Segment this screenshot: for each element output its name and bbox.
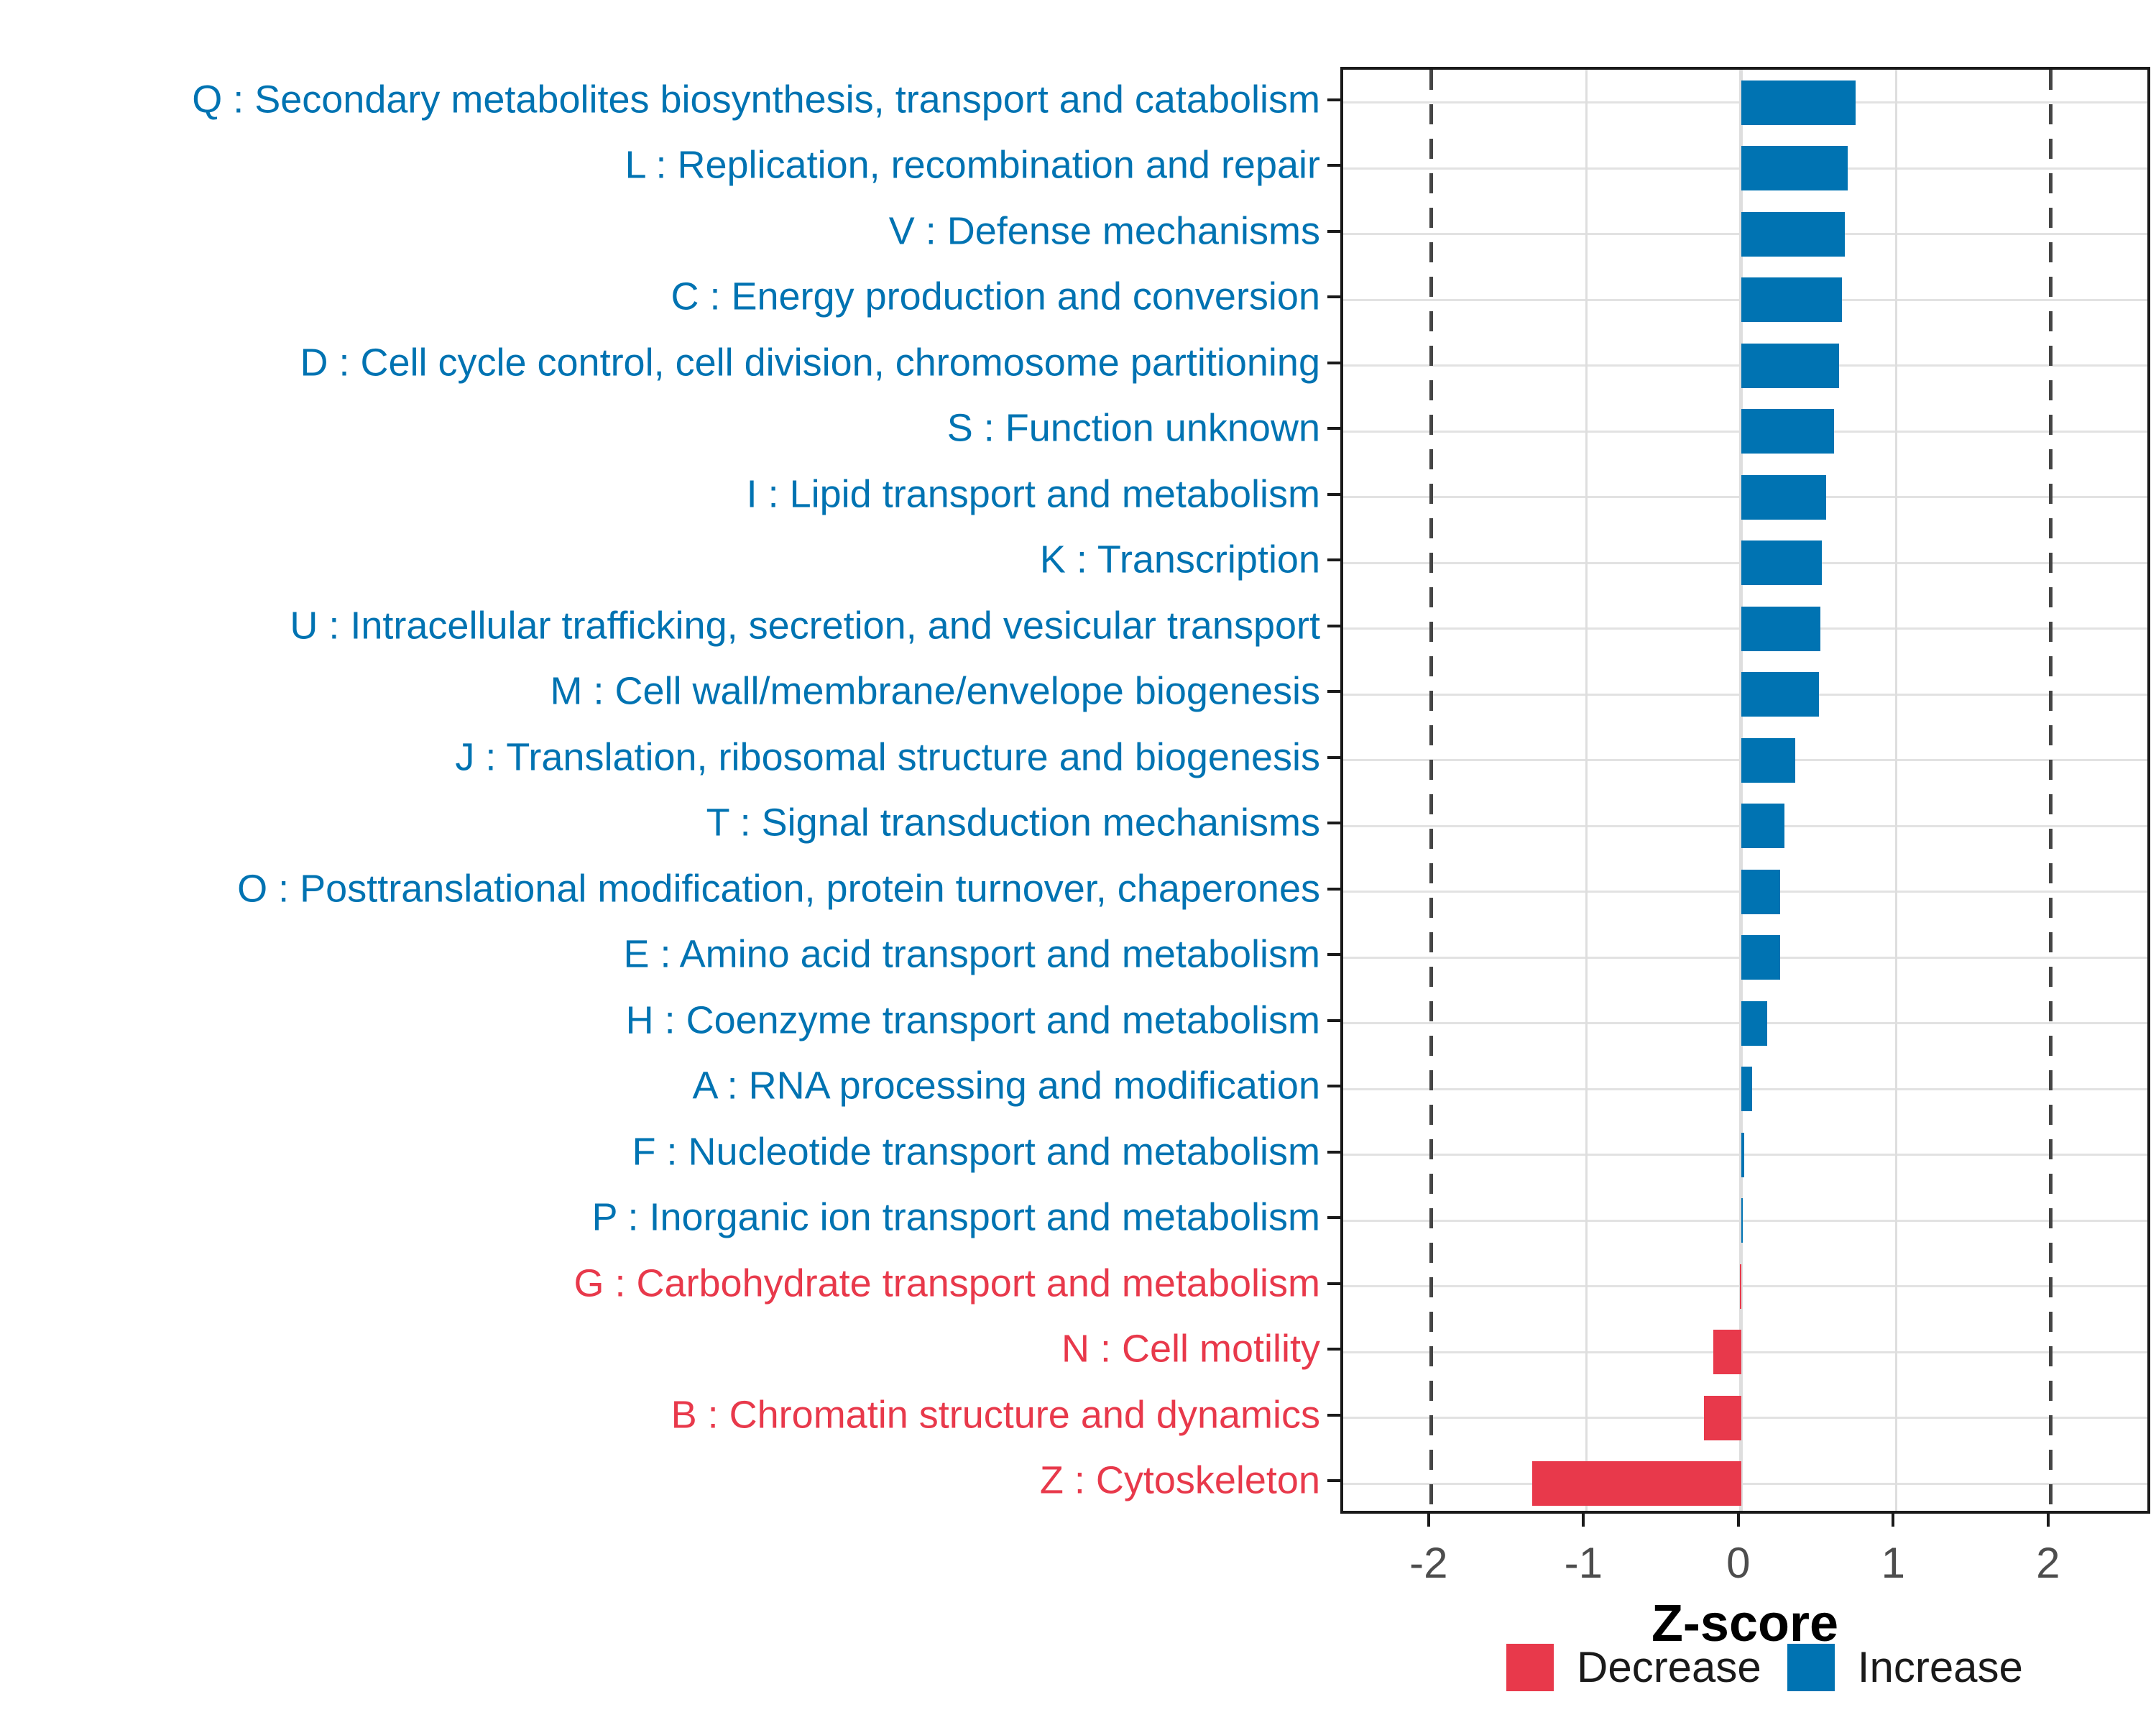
category-label: E : Amino acid transport and metabolism	[623, 932, 1320, 976]
y-axis-tick	[1327, 164, 1340, 167]
x-axis-tick	[1736, 1514, 1740, 1527]
x-tick-label: 0	[1726, 1539, 1751, 1587]
bar	[1741, 211, 1846, 257]
bar	[1741, 606, 1820, 651]
category-label: B : Chromatin structure and dynamics	[671, 1393, 1320, 1437]
bar	[1713, 1330, 1741, 1375]
x-tick-label: -1	[1564, 1539, 1603, 1587]
y-axis-tick	[1327, 1216, 1340, 1220]
legend: Decrease Increase	[1506, 1642, 2023, 1692]
x-axis-tick	[2046, 1514, 2050, 1527]
y-axis-tick	[1327, 755, 1340, 759]
bar	[1531, 1461, 1741, 1506]
x-tick-label: -2	[1409, 1539, 1448, 1587]
vertical-gridline	[1585, 70, 1588, 1511]
category-label: H : Coenzyme transport and metabolism	[625, 998, 1320, 1042]
vertical-gridline	[1894, 70, 1897, 1511]
horizontal-gridline	[1343, 1351, 2147, 1353]
dashed-reference-line	[1429, 70, 1434, 1511]
bar	[1739, 1264, 1741, 1309]
x-tick-label: 1	[1881, 1539, 1905, 1587]
category-label: L : Replication, recombination and repai…	[625, 143, 1320, 187]
x-axis-title: Z-score	[1651, 1595, 1839, 1652]
y-axis-tick	[1327, 427, 1340, 431]
y-axis-tick	[1327, 361, 1340, 364]
bar	[1741, 1132, 1745, 1177]
category-label: Q : Secondary metabolites biosynthesis, …	[192, 78, 1320, 121]
x-axis-tick	[1892, 1514, 1895, 1527]
y-axis-tick	[1327, 98, 1340, 101]
y-axis-tick	[1327, 295, 1340, 299]
category-label: C : Energy production and conversion	[671, 275, 1320, 318]
bar	[1704, 1395, 1741, 1440]
bar	[1741, 80, 1856, 125]
legend-item-decrease: Decrease	[1506, 1642, 1761, 1692]
y-axis-tick	[1327, 953, 1340, 957]
legend-label-increase: Increase	[1857, 1643, 2023, 1691]
y-axis-tick	[1327, 624, 1340, 627]
horizontal-gridline	[1343, 1417, 2147, 1420]
y-axis-tick	[1327, 1085, 1340, 1088]
y-axis-tick	[1327, 558, 1340, 562]
bar	[1741, 343, 1839, 388]
bar	[1741, 869, 1780, 914]
y-axis-tick	[1327, 229, 1340, 233]
y-axis-tick	[1327, 1150, 1340, 1154]
x-axis-tick	[1427, 1514, 1430, 1527]
category-label: I : Lipid transport and metabolism	[746, 472, 1320, 516]
category-label: K : Transcription	[1039, 538, 1320, 581]
vertical-gridline	[1739, 70, 1743, 1511]
legend-label-decrease: Decrease	[1577, 1643, 1761, 1691]
category-label: G : Carbohydrate transport and metabolis…	[573, 1261, 1321, 1305]
bar	[1741, 1198, 1743, 1243]
bar	[1741, 935, 1780, 980]
y-axis-tick	[1327, 1018, 1340, 1022]
category-label: U : Intracellular trafficking, secretion…	[290, 604, 1320, 648]
y-axis-tick	[1327, 1479, 1340, 1483]
bar	[1741, 1067, 1752, 1112]
bar	[1741, 474, 1827, 520]
y-axis-tick	[1327, 1413, 1340, 1417]
decrease-color-swatch-icon	[1506, 1643, 1554, 1691]
category-label: V : Defense mechanisms	[888, 209, 1320, 253]
bar	[1741, 277, 1842, 323]
x-axis-tick	[1582, 1514, 1585, 1527]
category-label: F : Nucleotide transport and metabolism	[632, 1130, 1320, 1174]
bar	[1741, 540, 1822, 586]
bar	[1741, 672, 1819, 717]
category-label: J : Translation, ribosomal structure and…	[455, 735, 1320, 779]
y-axis-tick	[1327, 690, 1340, 694]
category-label: M : Cell wall/membrane/envelope biogenes…	[550, 669, 1320, 713]
y-axis-tick	[1327, 887, 1340, 891]
category-label: S : Function unknown	[946, 406, 1320, 450]
category-label: D : Cell cycle control, cell division, c…	[300, 341, 1320, 385]
y-axis-tick	[1327, 492, 1340, 496]
category-label: N : Cell motility	[1061, 1327, 1320, 1371]
bar	[1741, 409, 1835, 454]
horizontal-gridline	[1343, 1219, 2147, 1222]
bar	[1741, 146, 1848, 191]
bar	[1741, 1000, 1768, 1046]
y-axis-tick	[1327, 1348, 1340, 1351]
y-axis-tick	[1327, 1282, 1340, 1285]
x-tick-label: 2	[2036, 1539, 2060, 1587]
category-label: O : Posttranslational modification, prot…	[237, 867, 1320, 911]
horizontal-gridline	[1343, 1285, 2147, 1288]
category-label: A : RNA processing and modification	[692, 1064, 1320, 1108]
y-axis-tick	[1327, 822, 1340, 825]
bar	[1741, 737, 1796, 783]
increase-color-swatch-icon	[1787, 1643, 1835, 1691]
category-label: Z : Cytoskeleton	[1039, 1458, 1320, 1502]
legend-item-increase: Increase	[1787, 1642, 2023, 1692]
horizontal-gridline	[1343, 1154, 2147, 1156]
horizontal-gridline	[1343, 1482, 2147, 1485]
category-label: T : Signal transduction mechanisms	[706, 801, 1320, 845]
bar	[1741, 804, 1785, 849]
plot-panel	[1340, 67, 2150, 1514]
dashed-reference-line	[2049, 70, 2053, 1511]
category-label: P : Inorganic ion transport and metaboli…	[591, 1195, 1320, 1239]
